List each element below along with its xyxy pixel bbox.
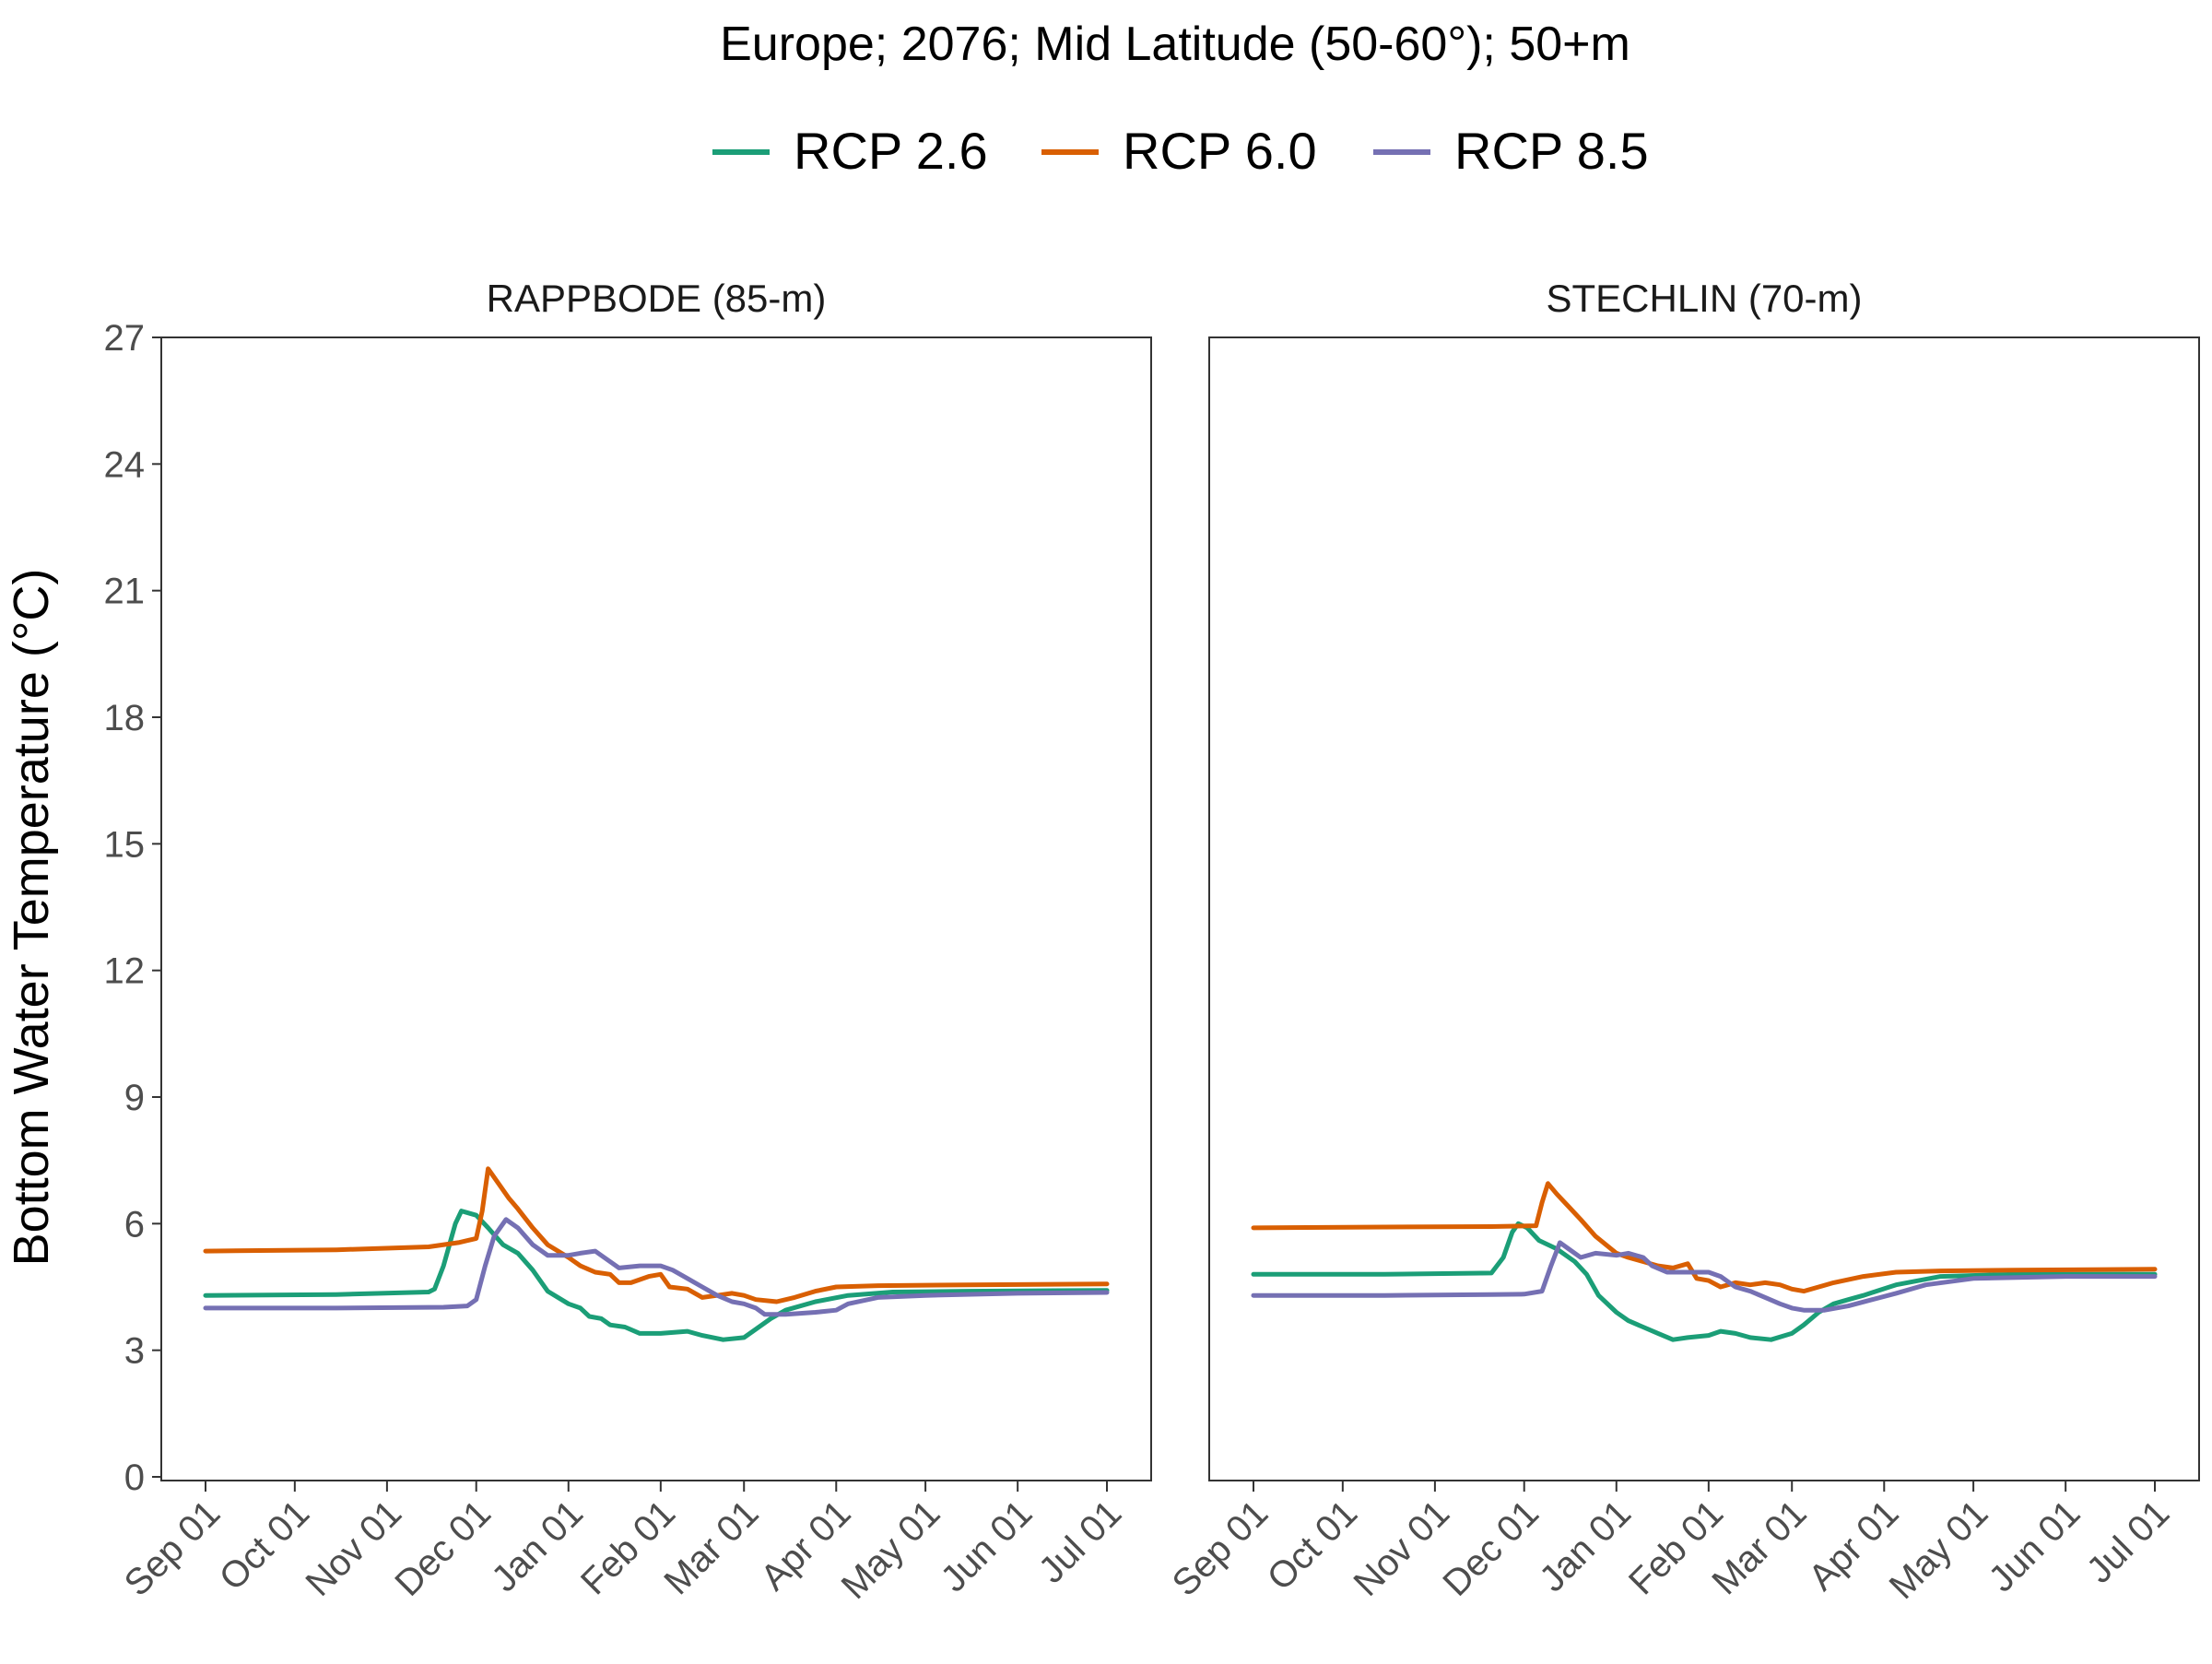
x-tick-label: Dec 01	[387, 1493, 499, 1604]
y-tick-label: 21	[104, 572, 146, 612]
x-tick-label: Sep 01	[1165, 1493, 1277, 1604]
x-tick-label: Mar 01	[656, 1493, 766, 1602]
y-tick-label: 9	[124, 1078, 145, 1118]
legend: RCP 2.6 RCP 6.0 RCP 8.5	[712, 122, 1649, 180]
y-tick-label: 15	[104, 824, 146, 865]
y-tick-label: 27	[104, 318, 146, 359]
x-tick-label: Jul 01	[1031, 1493, 1130, 1591]
chart-title: Europe; 2076; Mid Latitude (50-60°); 50+…	[720, 18, 1630, 71]
y-tick-label: 6	[124, 1204, 145, 1245]
x-tick-label: May 01	[1882, 1493, 1996, 1607]
legend-item-rcp-2-6: RCP 2.6	[712, 122, 988, 180]
x-tick-label: Dec 01	[1435, 1493, 1547, 1604]
x-tick-label: Nov 01	[1347, 1493, 1458, 1604]
panel-title: RAPPBODE (85-m)	[487, 277, 827, 320]
y-tick-label: 24	[104, 444, 146, 485]
x-tick-label: Jun 01	[933, 1493, 1040, 1599]
x-tick-label: Jul 01	[2079, 1493, 2178, 1591]
series-line-rcp-8-5	[1251, 1240, 2158, 1313]
legend-label: RCP 8.5	[1454, 122, 1649, 180]
series-line-rcp-8-5	[203, 1217, 1110, 1317]
x-tick-label: Nov 01	[299, 1493, 410, 1604]
x-tick-label: Oct 01	[1260, 1493, 1365, 1598]
x-tick-label: Jan 01	[484, 1493, 591, 1599]
y-tick-label: 3	[124, 1331, 145, 1372]
y-tick-label: 12	[104, 951, 146, 992]
panel-border	[1208, 336, 2200, 1481]
y-axis-title: Bottom Water Temperature (°C)	[4, 569, 59, 1267]
x-tick-label: Sep 01	[117, 1493, 229, 1604]
legend-item-rcp-8-5: RCP 8.5	[1373, 122, 1649, 180]
panel-title: STECHLIN (70-m)	[1546, 277, 1862, 320]
y-tick-label: 0	[124, 1457, 145, 1498]
x-tick-label: May 01	[834, 1493, 948, 1607]
x-tick-label: Jun 01	[1981, 1493, 2088, 1599]
x-tick-label: Feb 01	[1621, 1493, 1731, 1602]
x-tick-label: Mar 01	[1704, 1493, 1814, 1602]
x-tick-label: Jan 01	[1532, 1493, 1639, 1599]
panel-rappbode-85-m: RAPPBODE (85-m) 0 3 6 9 12 15 18 21 24 27 Sep 01Oct…	[104, 277, 1152, 1607]
y-tick-label: 18	[104, 698, 146, 738]
panel-border	[160, 336, 1152, 1481]
x-tick-label: Oct 01	[212, 1493, 317, 1598]
legend-label: RCP 6.0	[1123, 122, 1317, 180]
x-tick-label: Feb 01	[573, 1493, 683, 1602]
legend-item-rcp-6-0: RCP 6.0	[1041, 122, 1317, 180]
series-line-rcp-6-0	[203, 1166, 1110, 1304]
legend-label: RCP 2.6	[794, 122, 988, 180]
